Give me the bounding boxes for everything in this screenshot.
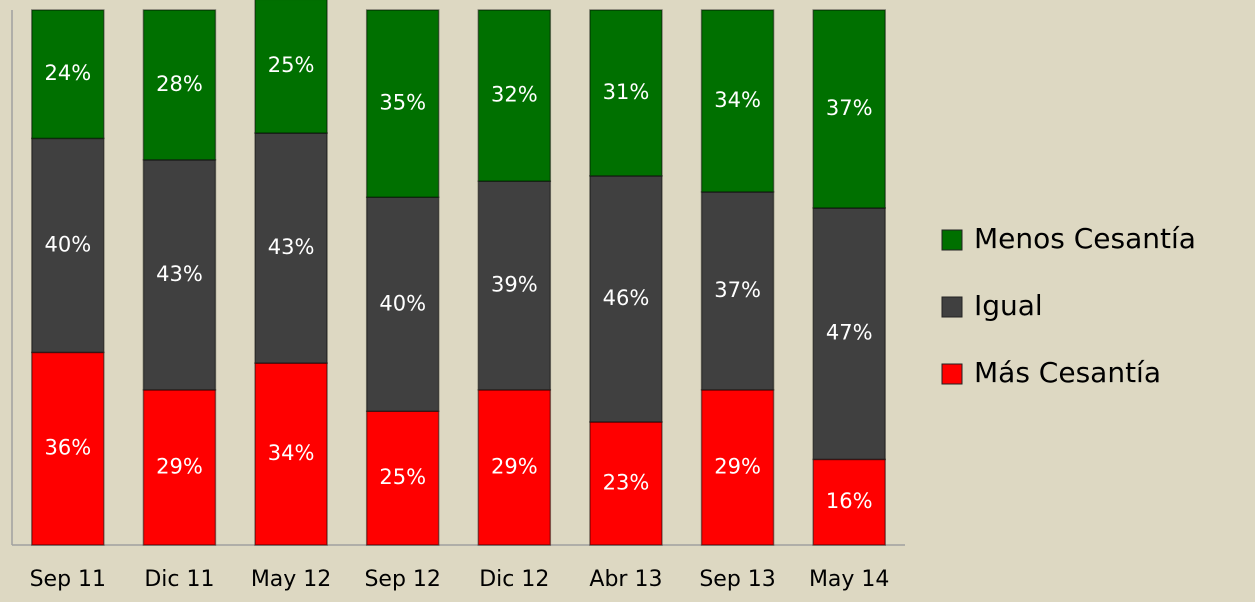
- value-label: 43%: [156, 262, 203, 286]
- value-label: 29%: [491, 454, 538, 478]
- bar-segment: [142, 159, 217, 391]
- value-label: 43%: [268, 235, 315, 259]
- bar-segment: [142, 9, 217, 161]
- value-label: 40%: [379, 291, 426, 315]
- x-tick-label: May 14: [809, 567, 889, 592]
- bar-segment: [31, 351, 105, 546]
- value-label: 36%: [44, 436, 91, 460]
- value-label: 16%: [826, 489, 873, 513]
- bar-segment: [700, 191, 775, 391]
- bar-segment: [589, 9, 663, 177]
- value-label: 47%: [826, 321, 873, 345]
- bar-segment: [142, 389, 217, 546]
- value-label: 29%: [156, 454, 203, 478]
- legend-swatch: [941, 229, 963, 251]
- bar-segment: [365, 9, 440, 198]
- value-label: 23%: [603, 470, 650, 494]
- bar-segment: [365, 410, 440, 546]
- bar-segment: [31, 9, 105, 140]
- value-label: 46%: [603, 286, 650, 310]
- bar-segment: [254, 0, 328, 134]
- value-label: 37%: [826, 96, 873, 120]
- bar-segment: [254, 132, 328, 364]
- x-tick-label: Sep 11: [30, 567, 106, 592]
- legend-swatch: [941, 296, 963, 318]
- x-tick-label: May 12: [251, 567, 331, 592]
- legend-label: Igual: [974, 289, 1043, 322]
- bar-segment: [477, 389, 552, 546]
- value-label: 34%: [268, 441, 315, 465]
- x-tick-label: Sep 12: [364, 567, 440, 592]
- value-label: 40%: [44, 232, 91, 256]
- value-label: 24%: [44, 61, 91, 85]
- value-label: 29%: [714, 454, 761, 478]
- bar-segment: [477, 180, 552, 391]
- bar-segment: [589, 175, 663, 423]
- legend-label: Menos Cesantía: [974, 222, 1196, 255]
- legend-swatch: [941, 363, 963, 385]
- legend-label: Más Cesantía: [974, 356, 1161, 389]
- bar-segment: [812, 458, 886, 546]
- bar-segment: [477, 9, 552, 182]
- bar-segment: [365, 196, 440, 412]
- value-label: 31%: [603, 80, 650, 104]
- value-label: 35%: [379, 91, 426, 115]
- value-label: 37%: [714, 278, 761, 302]
- bar-segment: [700, 389, 775, 546]
- value-label: 39%: [491, 273, 538, 297]
- value-label: 32%: [491, 83, 538, 107]
- x-tick-label: Abr 13: [589, 567, 662, 592]
- value-label: 25%: [268, 53, 315, 77]
- bar-segment: [700, 9, 775, 193]
- value-label: 25%: [379, 465, 426, 489]
- value-label: 28%: [156, 72, 203, 96]
- bar-segment: [812, 207, 886, 461]
- bar-segment: [812, 9, 886, 209]
- x-tick-label: Dic 11: [144, 567, 214, 592]
- value-label: 34%: [714, 88, 761, 112]
- bar-segment: [589, 421, 663, 546]
- x-tick-label: Sep 13: [699, 567, 775, 592]
- bar-segment: [254, 362, 328, 546]
- x-tick-label: Dic 12: [479, 567, 549, 592]
